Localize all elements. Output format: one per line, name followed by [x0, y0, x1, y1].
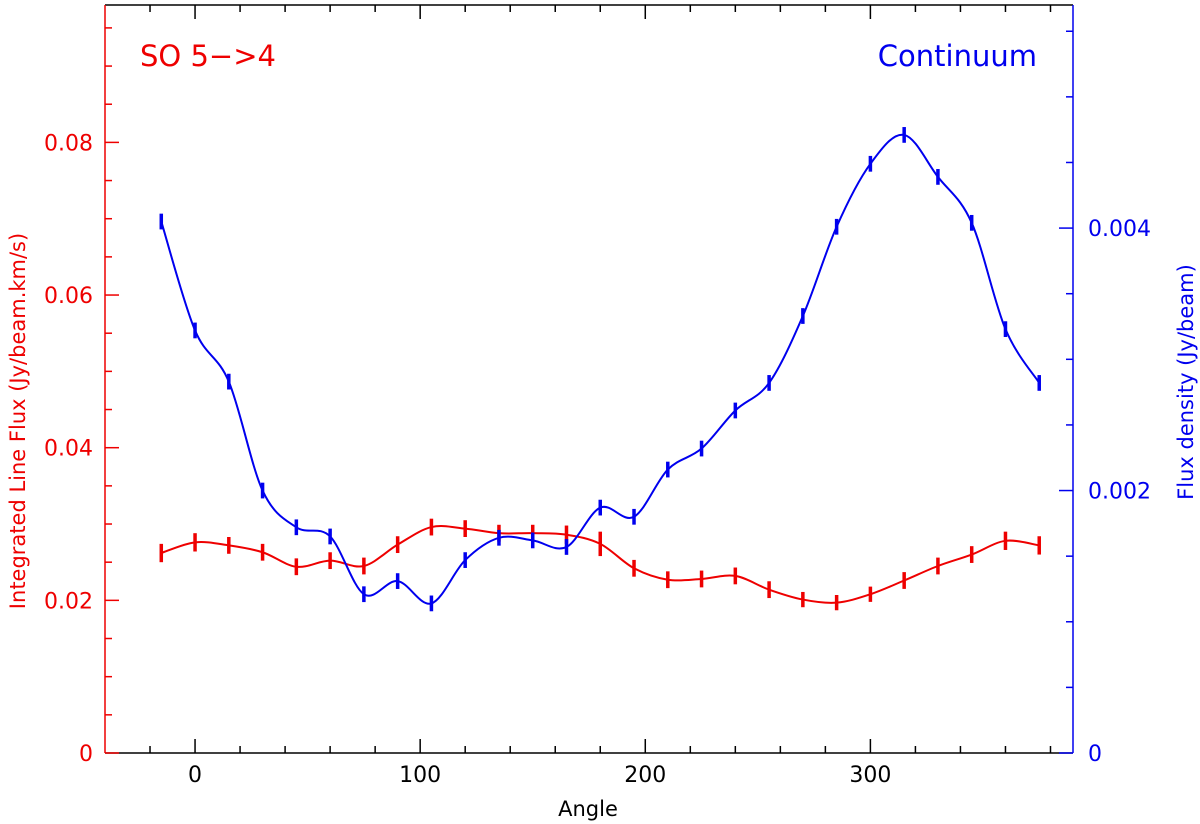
y-left-tick-label: 0.02 — [44, 589, 93, 614]
x-axis-title: Angle — [558, 797, 618, 821]
y-left-tick-label: 0.06 — [44, 284, 93, 309]
labels-layer: 0 100 200 300 0 0.02 0.04 0.06 0.08 0 0.002 0.004 — [44, 131, 1151, 788]
y-left-tick-label: 0.08 — [44, 131, 93, 156]
axes-layer — [104, 4, 1074, 754]
x-tick-label: 100 — [399, 763, 441, 788]
legend-continuum-label: Continuum — [878, 39, 1037, 73]
series-layer — [159, 127, 1041, 612]
y-left-tick-label: 0.04 — [44, 437, 93, 462]
y-right-tick-label: 0.004 — [1088, 217, 1151, 242]
y-axis-left-title: Integrated Line Flux (Jy/beam.km/s) — [6, 233, 30, 609]
x-tick-label: 200 — [624, 763, 666, 788]
y-axis-right-title: Flux density (Jy/beam) — [1174, 264, 1198, 500]
x-tick-label: 0 — [188, 763, 202, 788]
x-tick-label: 300 — [849, 763, 891, 788]
legend-so-label: SO 5−>4 — [140, 39, 276, 73]
y-right-tick-label: 0 — [1088, 742, 1102, 767]
y-right-tick-label: 0.002 — [1088, 480, 1151, 505]
y-left-tick-label: 0 — [79, 742, 93, 767]
